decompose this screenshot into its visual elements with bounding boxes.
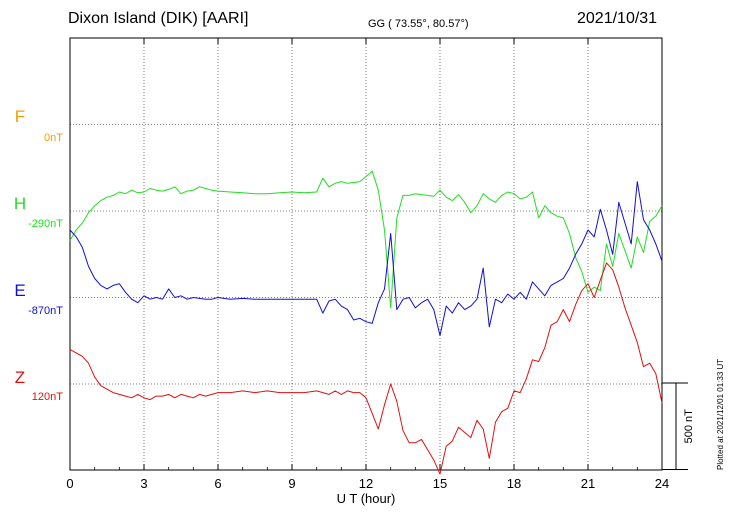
x-tick-label: 21 [581, 476, 595, 491]
plot-date: 2021/10/31 [577, 10, 658, 27]
series-label-e: E [14, 281, 26, 300]
series-line-e [69, 181, 663, 337]
station-title: Dixon Island (DIK) [AARI] [68, 10, 249, 27]
series-line-h [69, 170, 663, 309]
x-tick-label: 6 [214, 476, 221, 491]
baseline-label-z: 120nT [31, 391, 63, 403]
series-label-f: F [14, 107, 26, 126]
geographic-coordinates: GG ( 73.55°, 80.57°) [368, 18, 469, 30]
x-tick-label: 15 [433, 476, 447, 491]
x-tick-label: 18 [507, 476, 521, 491]
baseline-label-h: -290nT [28, 218, 63, 230]
x-tick-label: 0 [66, 476, 73, 491]
baseline-label-f: 0nT [44, 132, 63, 144]
x-tick-label: 12 [359, 476, 373, 491]
x-tick-label: 9 [288, 476, 295, 491]
x-tick-label: 3 [140, 476, 147, 491]
x-axis-label: U T (hour) [337, 491, 396, 506]
series-label-z: Z [14, 368, 26, 387]
baseline-label-e: -870nT [28, 305, 63, 317]
scale-bar-label: 500 nT [683, 409, 695, 444]
series-line-z [69, 262, 663, 475]
series-label-h: H [13, 194, 27, 213]
x-tick-label: 24 [655, 476, 669, 491]
